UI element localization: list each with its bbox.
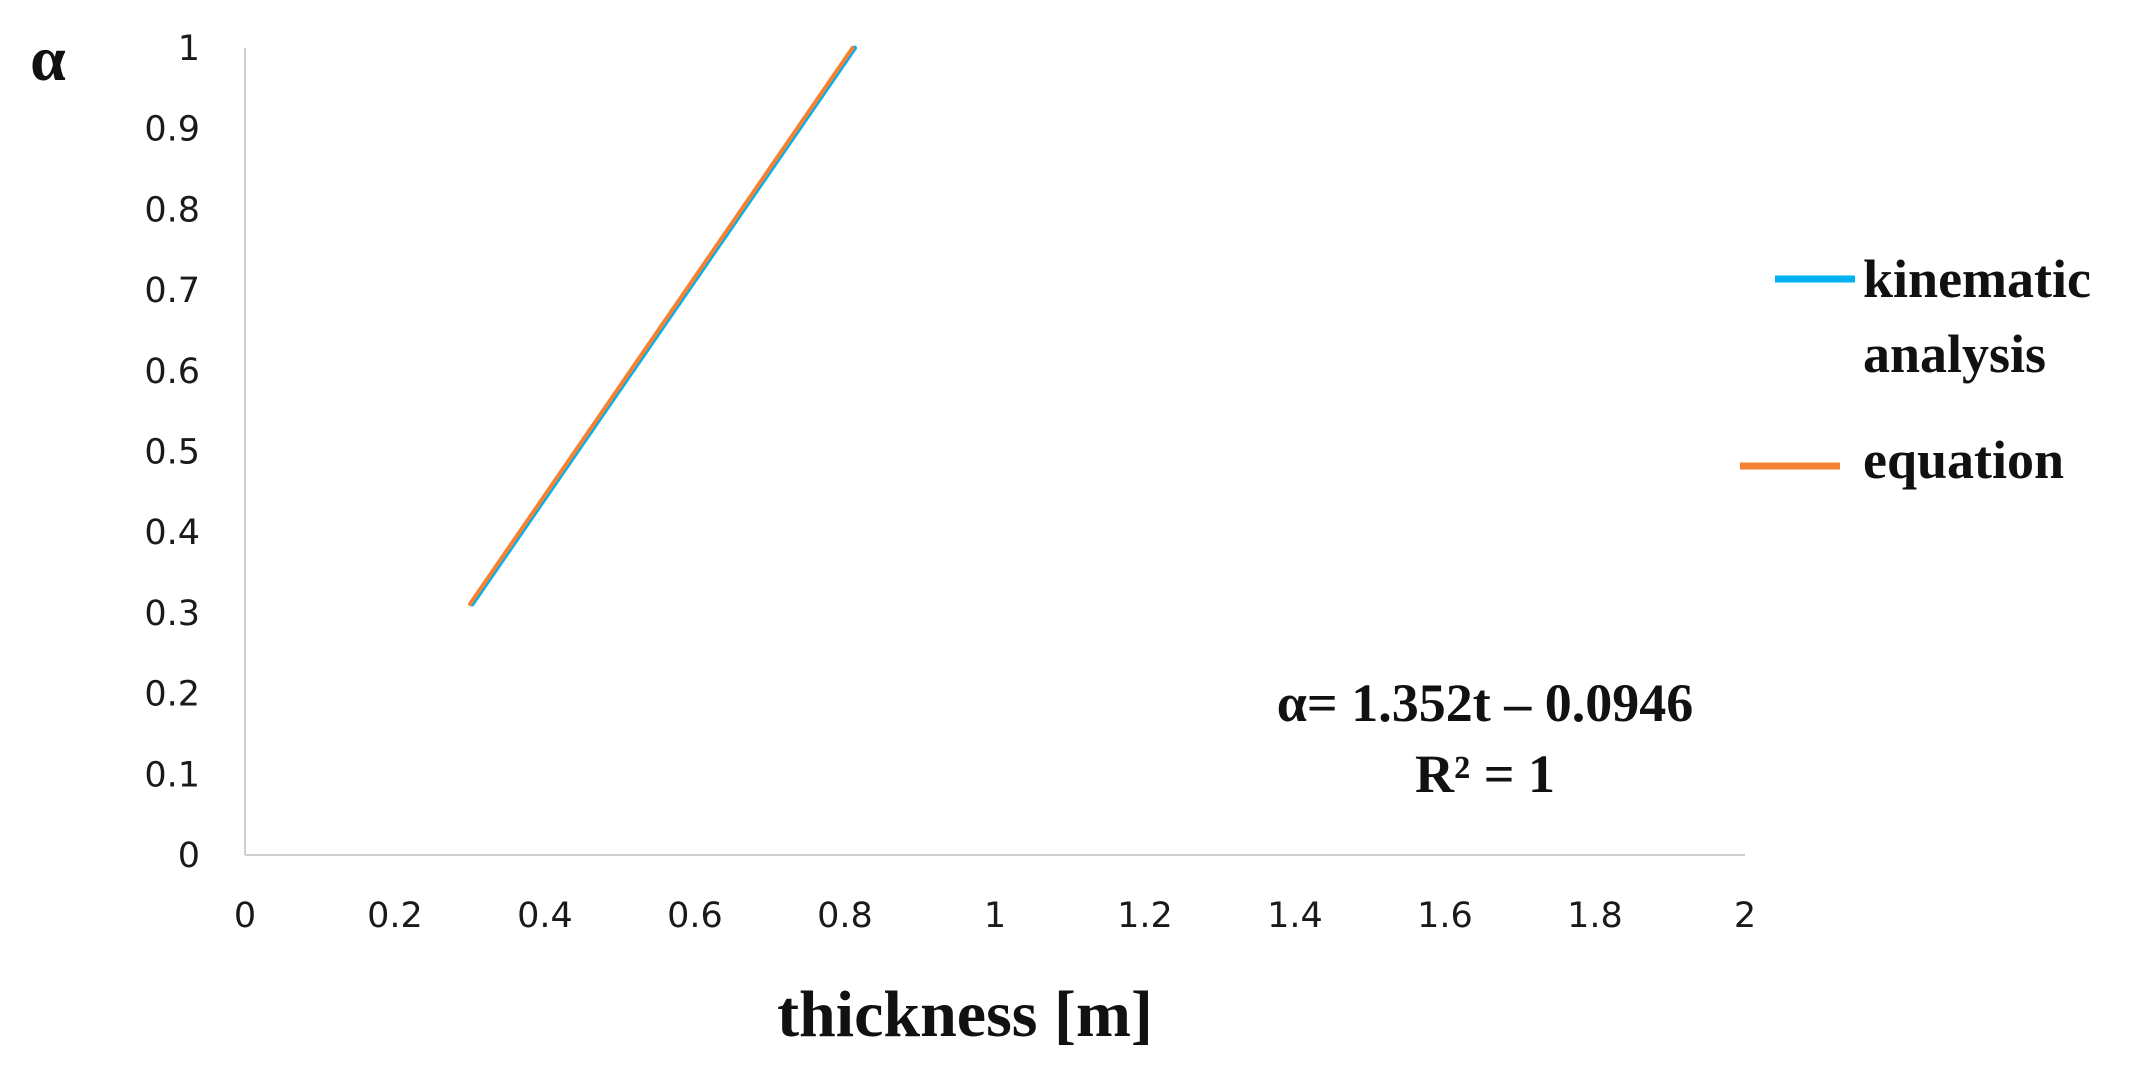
x-tick-label: 1.2 [1117, 896, 1173, 936]
x-axis-title: thickness [m] [777, 978, 1153, 1051]
x-tick-label: 0.6 [667, 896, 723, 936]
x-tick-label: 1.6 [1417, 896, 1473, 936]
legend-label: kinematic [1863, 249, 2091, 309]
y-tick-label: 0.2 [144, 675, 200, 715]
x-tick-label: 1.8 [1567, 896, 1623, 936]
y-tick-label: 0.6 [144, 352, 200, 392]
x-tick-label: 0 [234, 896, 256, 936]
series-line-equation [468, 46, 855, 607]
y-tick-label: 0.3 [144, 594, 200, 634]
regression-equation: α= 1.352t – 0.0946 [1277, 673, 1693, 733]
y-tick-label: 0.1 [144, 755, 200, 795]
legend-label: equation [1863, 430, 2064, 490]
x-tick-label: 2 [1734, 896, 1756, 936]
y-axis-title: α [30, 23, 66, 94]
x-tick-label: 1 [984, 896, 1006, 936]
y-tick-label: 1 [178, 29, 200, 69]
series-lines [468, 45, 857, 607]
y-tick-label: 0.5 [144, 433, 200, 473]
legend: kinematic analysis equation [1740, 249, 2091, 490]
x-tick-label: 0.2 [367, 896, 423, 936]
y-tick-label: 0 [178, 836, 200, 876]
r-squared-label: R² = 1 [1415, 744, 1555, 804]
y-tick-label: 0.7 [144, 271, 200, 311]
y-tick-labels: 0 0.1 0.2 0.3 0.4 0.5 0.6 0.7 0.8 0.9 1 [144, 29, 200, 876]
legend-label: analysis [1863, 324, 2046, 384]
x-tick-label: 1.4 [1267, 896, 1323, 936]
x-tick-label: 0.8 [817, 896, 873, 936]
y-tick-label: 0.4 [144, 513, 200, 553]
x-tick-label: 0.4 [517, 896, 573, 936]
x-tick-labels: 0 0.2 0.4 0.6 0.8 1 1.2 1.4 1.6 1.8 2 [234, 896, 1756, 936]
y-tick-label: 0.8 [144, 190, 200, 230]
y-tick-label: 0.9 [144, 110, 200, 150]
